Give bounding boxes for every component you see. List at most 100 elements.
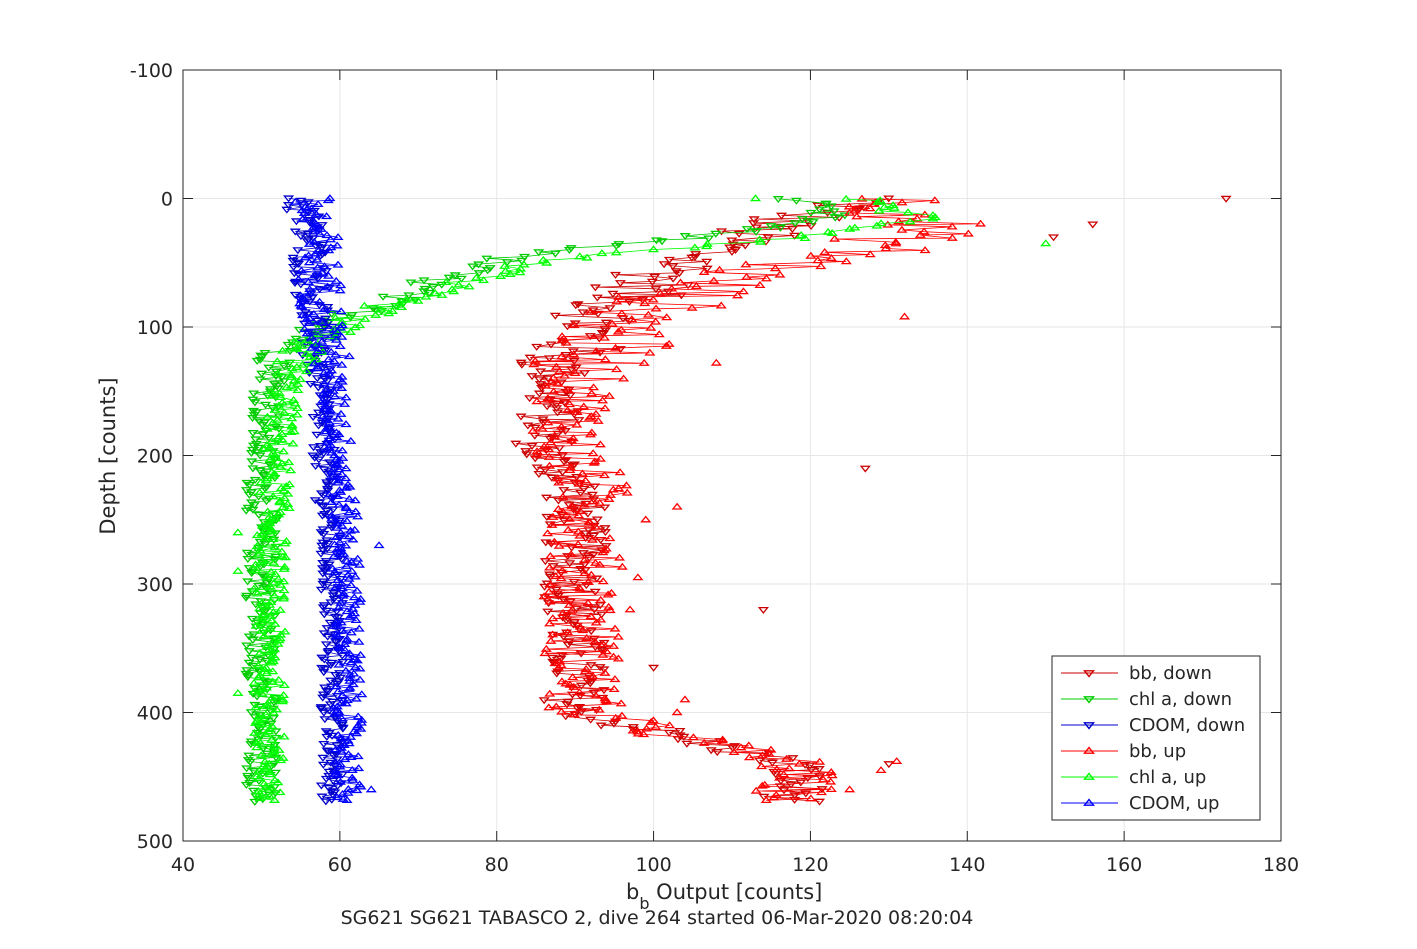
data-point [670,268,682,276]
data-point [330,459,342,467]
data-point [314,443,327,451]
data-point [848,206,861,214]
data-point [552,378,564,386]
data-point [561,701,573,709]
data-point [247,637,259,645]
data-point [596,611,608,619]
data-point [330,350,342,358]
data-point [698,738,710,746]
data-point [289,291,301,299]
data-point [581,253,593,261]
data-point [343,532,355,540]
data-point [558,458,570,466]
data-point [325,497,337,505]
data-point [331,793,343,801]
data-point [325,677,337,685]
data-point [570,302,582,310]
data-point [771,765,783,773]
data-point [543,445,555,453]
data-point [320,427,332,435]
data-point [578,500,590,508]
data-point [309,270,321,278]
data-point [612,632,624,640]
data-point [566,502,578,510]
y-tick-label: 100 [137,317,173,339]
data-point [321,438,333,446]
data-point [278,732,290,740]
data-point [817,775,829,783]
data-point [769,264,781,272]
data-point [556,677,568,685]
data-point [544,597,556,605]
data-point [750,228,762,236]
data-point [563,600,575,608]
data-point [716,736,728,744]
data-point [340,666,352,674]
data-point [571,420,583,428]
legend-label: chl a, up [1129,767,1206,788]
data-point [586,389,598,397]
data-point [289,399,301,407]
data-point [302,277,315,285]
data-point [558,399,571,407]
data-point [578,402,590,410]
data-point [882,220,894,228]
data-point [322,319,335,327]
data-point [787,755,799,763]
data-point [281,206,293,214]
data-point [601,697,613,705]
data-point [321,485,333,493]
data-point [344,314,357,322]
data-point [260,763,272,771]
data-point [518,260,530,268]
data-point [543,452,555,460]
data-point [268,637,280,645]
data-point [285,428,297,436]
data-point [549,250,561,258]
data-point [588,606,600,614]
outliers-bb-down [648,195,1232,769]
data-point [243,752,255,760]
data-point [339,646,351,654]
data-point [299,202,311,210]
data-point [342,788,354,796]
data-point [320,558,332,566]
data-point [409,296,422,304]
data-point [547,630,559,638]
y-axis-title: Depth [counts] [96,377,120,534]
data-point [548,537,560,545]
data-point [597,548,609,556]
data-point [790,197,802,205]
data-point [666,284,678,292]
data-point [240,594,252,602]
data-point [599,404,611,412]
data-point [590,691,602,699]
data-point [352,554,364,562]
data-point [322,633,334,641]
data-point [531,464,543,472]
data-point [256,720,268,728]
data-point [345,658,357,666]
data-point [300,349,312,357]
data-point [323,490,335,498]
data-point [351,729,363,737]
data-point [607,652,620,660]
data-point [314,229,326,237]
data-point [558,487,570,495]
data-point [805,209,817,217]
data-point [252,786,265,794]
data-point [318,709,330,717]
data-point [843,202,855,210]
data-point [278,564,290,572]
data-point [251,542,263,550]
data-point [594,560,606,568]
data-point [595,615,607,623]
data-point [531,343,543,351]
data-point [568,506,580,514]
data-point [260,782,272,790]
data-point [755,237,767,245]
data-point [329,757,341,765]
data-point [773,773,786,781]
data-point [733,230,745,238]
data-point [326,366,338,374]
